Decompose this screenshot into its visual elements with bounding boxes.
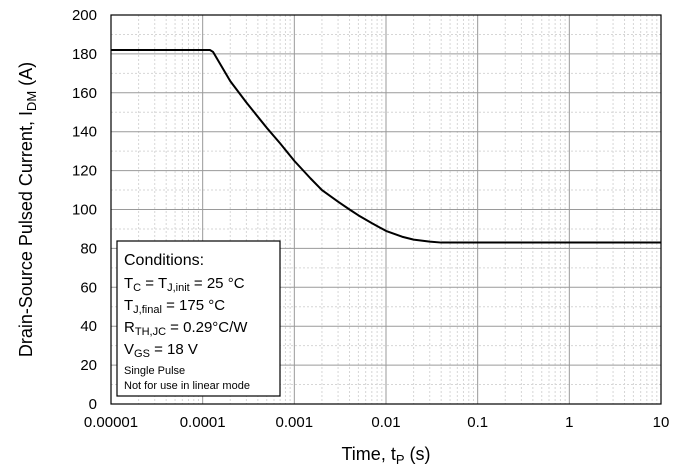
- y-tick-label: 200: [72, 7, 97, 24]
- condition-line: TJ,final = 175 °C: [124, 297, 225, 316]
- x-tick-label: 1: [565, 414, 573, 431]
- y-tick-label: 180: [72, 46, 97, 63]
- y-tick-label: 140: [72, 124, 97, 141]
- plot-border: [110, 14, 662, 405]
- conditions-border: [116, 240, 281, 397]
- condition-note: Not for use in linear mode: [124, 380, 250, 392]
- x-tick-label: 10: [653, 414, 670, 431]
- y-tick-label: 100: [72, 202, 97, 219]
- y-tick-label: 40: [80, 318, 97, 335]
- y-tick-label: 120: [72, 163, 97, 180]
- x-tick-label: 0.00001: [84, 414, 138, 431]
- axis-titles: Time, tP (s) Drain-Source Pulsed Current,…: [16, 62, 431, 467]
- y-tick-label: 60: [80, 279, 97, 296]
- condition-line: VGS = 18 V: [124, 341, 198, 360]
- x-tick-label: 0.0001: [180, 414, 226, 431]
- x-tick-label: 0.01: [371, 414, 400, 431]
- y-tick-label: 0: [89, 396, 97, 413]
- y-tick-label: 80: [80, 240, 97, 257]
- condition-note: Single Pulse: [124, 365, 185, 377]
- x-tick-label: 0.1: [467, 414, 488, 431]
- x-tick-labels: 0.00001 0.0001 0.001 0.01 0.1 1 10: [84, 414, 669, 431]
- y-tick-labels: 0 20 40 60 80 100 120 140 160 180 200: [72, 7, 97, 413]
- x-tick-label: 0.001: [276, 414, 314, 431]
- series-layer: [111, 49, 661, 244]
- x-axis-title: Time, tP (s): [341, 444, 430, 467]
- series-line: [111, 49, 661, 244]
- condition-line: TC = TJ,init = 25 °C: [124, 275, 245, 294]
- y-tick-label: 20: [80, 357, 97, 374]
- y-tick-label: 160: [72, 85, 97, 102]
- conditions-title: Conditions:: [124, 252, 204, 269]
- conditions-box: Conditions: TC = TJ,init = 25 °C TJ,final …: [116, 240, 281, 397]
- condition-line: RTH,JC = 0.29°C/W: [124, 319, 248, 338]
- plot-frame: [110, 14, 662, 405]
- y-axis-title: Drain-Source Pulsed Current, IDM (A): [16, 62, 39, 357]
